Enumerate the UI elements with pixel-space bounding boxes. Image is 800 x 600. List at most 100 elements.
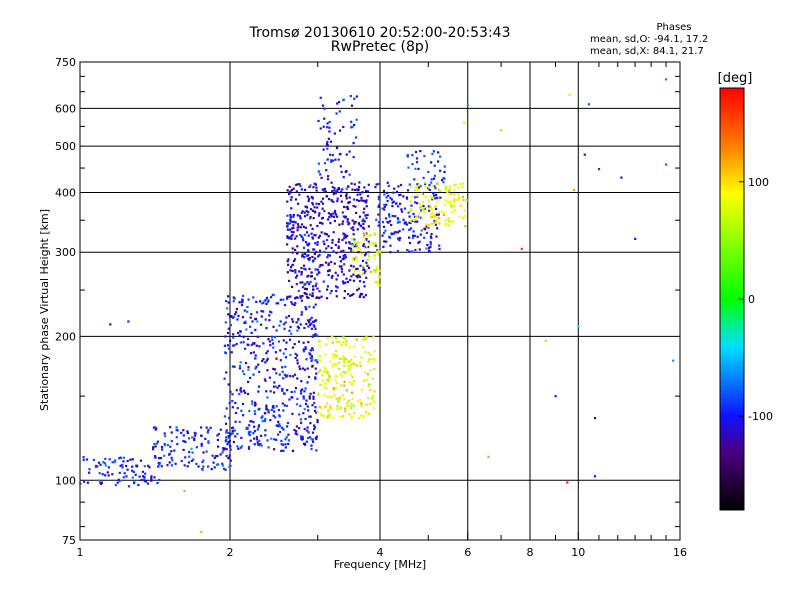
data-point (362, 211, 365, 214)
data-point (233, 365, 236, 368)
data-point (170, 440, 173, 443)
data-point (251, 402, 254, 405)
data-point (338, 255, 342, 258)
data-point (246, 310, 249, 313)
data-point (264, 361, 267, 364)
data-point (293, 220, 296, 223)
data-point (451, 220, 454, 223)
data-point (131, 476, 134, 479)
data-point (242, 414, 245, 417)
data-point (363, 272, 366, 275)
data-point (350, 264, 353, 267)
data-point (408, 215, 411, 218)
data-point (325, 238, 329, 242)
data-point (227, 383, 230, 386)
data-point (374, 270, 377, 273)
data-point (446, 191, 449, 194)
data-point (310, 232, 313, 235)
data-point (402, 195, 405, 198)
data-point (392, 232, 395, 235)
data-point (350, 381, 353, 384)
data-point (307, 296, 310, 300)
data-point (152, 446, 155, 449)
data-point (356, 193, 359, 196)
data-point (227, 327, 230, 330)
data-point (423, 207, 426, 210)
data-point (307, 211, 310, 214)
data-point (430, 208, 433, 211)
data-point (433, 221, 436, 224)
data-point (222, 447, 225, 450)
data-point (285, 316, 288, 319)
data-point (335, 295, 338, 298)
data-point (332, 362, 336, 365)
data-point (350, 275, 353, 278)
data-point (325, 169, 328, 172)
data-point (306, 281, 309, 284)
data-point (316, 224, 319, 228)
data-point (267, 409, 270, 412)
data-point (306, 436, 310, 440)
data-point (284, 438, 287, 441)
data-point (266, 350, 269, 353)
data-point (336, 408, 339, 411)
data-point (288, 398, 291, 401)
data-point (327, 137, 330, 140)
data-point (312, 203, 315, 206)
data-point (336, 102, 339, 105)
data-point (331, 365, 334, 368)
data-point (266, 301, 269, 304)
data-point (352, 279, 355, 282)
data-point (373, 254, 376, 257)
data-point (291, 220, 294, 224)
data-point (268, 319, 271, 322)
data-point (285, 375, 288, 378)
data-point (219, 453, 222, 456)
data-point (357, 287, 360, 290)
data-point (202, 465, 205, 468)
data-point (173, 449, 176, 452)
data-point (287, 314, 291, 318)
data-point (217, 445, 220, 448)
data-point (263, 412, 266, 415)
data-point (289, 215, 292, 219)
data-point (226, 331, 230, 335)
data-point (303, 408, 306, 411)
data-point (303, 283, 306, 286)
data-point (330, 276, 333, 279)
data-point (330, 213, 333, 216)
data-point (325, 387, 328, 390)
data-point (289, 219, 292, 223)
data-point (277, 420, 280, 423)
data-point (330, 159, 333, 162)
data-point (291, 318, 294, 321)
data-point (376, 249, 379, 252)
data-point (128, 485, 131, 488)
data-point (444, 218, 447, 222)
data-point (294, 356, 297, 359)
data-point (82, 480, 86, 483)
data-point (236, 432, 239, 435)
data-point (311, 335, 314, 338)
data-point (389, 251, 392, 254)
data-point (163, 454, 166, 457)
data-point (426, 244, 429, 247)
data-point (343, 384, 346, 387)
data-point (376, 269, 379, 272)
data-point (432, 150, 435, 153)
data-point (350, 358, 353, 361)
data-point (373, 400, 376, 403)
data-point (316, 418, 319, 422)
data-point (288, 192, 291, 196)
data-point (297, 202, 300, 205)
data-point (134, 473, 137, 476)
data-point (363, 220, 366, 223)
data-point (143, 480, 146, 483)
data-point (343, 371, 347, 374)
data-point (247, 445, 251, 449)
data-point (367, 225, 370, 228)
data-point (428, 183, 431, 187)
data-point (348, 173, 351, 176)
data-point (317, 214, 321, 217)
data-point (427, 186, 430, 189)
